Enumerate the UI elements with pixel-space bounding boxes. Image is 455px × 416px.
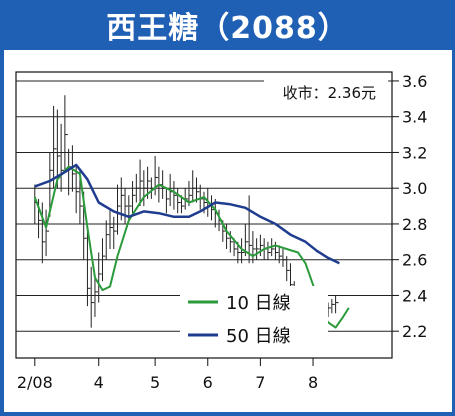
y-tick-label: 2.8	[402, 215, 427, 234]
y-tick-label: 2.2	[402, 322, 427, 341]
legend-label: 10 日線	[226, 293, 291, 314]
grid-lines	[16, 80, 392, 332]
y-tick-label: 3.4	[402, 108, 427, 127]
x-axis-ticks: 2/08 4 5 6 7 8	[17, 358, 318, 392]
y-tick-label: 3.0	[402, 179, 427, 198]
legend: 10 日線 50 日線	[180, 286, 328, 348]
title-bar: 西王糖（2088）	[0, 0, 455, 50]
x-tick-label: 7	[255, 373, 265, 392]
chart-title: 西王糖（2088）	[106, 11, 349, 46]
x-tick-label: 6	[203, 373, 213, 392]
closing-price-label: 收市：2.36元	[283, 84, 376, 102]
legend-label: 50 日線	[226, 326, 291, 347]
chart-panel: 2.2 2.4 2.6 2.8 3.0 3.2 3.4 3.6 2/08 4 5 6 7 8 收市：2.…	[4, 50, 452, 412]
price-chart: 2.2 2.4 2.6 2.8 3.0 3.2 3.4 3.6 2/08 4 5 6 7 8 收市：2.…	[15, 71, 427, 392]
y-tick-label: 3.2	[402, 143, 427, 162]
price-bars	[34, 95, 339, 342]
x-tick-label: 2/08	[17, 373, 53, 392]
y-tick-label: 2.4	[402, 286, 427, 305]
y-axis-ticks: 2.2 2.4 2.6 2.8 3.0 3.2 3.4 3.6	[392, 72, 427, 341]
y-tick-label: 2.6	[402, 251, 427, 270]
moving-average-lines	[33, 163, 350, 329]
legend-box	[180, 286, 328, 348]
x-tick-label: 5	[150, 373, 160, 392]
x-tick-label: 8	[308, 373, 318, 392]
price-label-box	[264, 78, 388, 104]
y-tick-label: 3.6	[402, 72, 427, 91]
ma10-line	[33, 165, 350, 329]
x-tick-label: 4	[94, 373, 104, 392]
ma50-line	[34, 163, 340, 265]
